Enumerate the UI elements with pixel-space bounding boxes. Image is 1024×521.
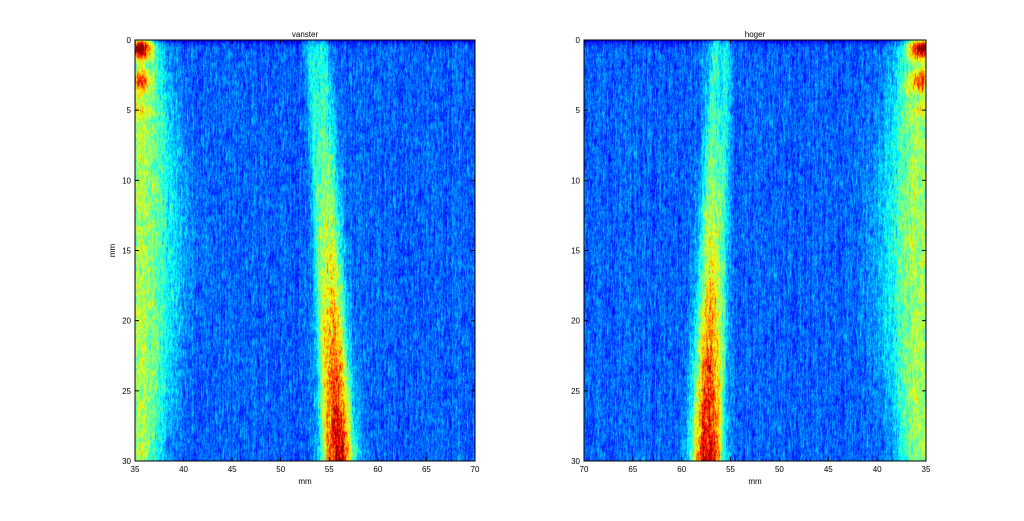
heatmap-image-right <box>584 40 926 461</box>
x-tick-label: 35 <box>131 465 140 474</box>
x-tick-label: 70 <box>471 465 480 474</box>
x-tick-label: 60 <box>373 465 382 474</box>
x-tick-label: 45 <box>228 465 237 474</box>
x-axis-title-left: mm <box>298 477 312 486</box>
y-tick-label: 0 <box>576 36 581 45</box>
x-tick-label: 65 <box>628 465 637 474</box>
heatmap-panel-left: 35 40 45 50 55 60 65 70 0 5 10 15 20 25 30 vanster mm mm <box>108 30 480 486</box>
y-tick-label: 15 <box>122 247 131 256</box>
heatmap-panel-right: 70 65 60 55 50 45 40 35 0 5 10 15 20 25 30 hoger mm <box>571 30 931 486</box>
y-tick-label: 25 <box>571 387 580 396</box>
x-tick-label: 45 <box>824 465 833 474</box>
y-tick-label: 10 <box>122 176 131 185</box>
x-tick-label: 65 <box>422 465 431 474</box>
x-tick-label: 35 <box>922 465 931 474</box>
plot-title-right: hoger <box>745 30 766 39</box>
heatmap-image-left <box>135 40 475 461</box>
x-tick-label: 60 <box>677 465 686 474</box>
y-tick-label: 15 <box>571 247 580 256</box>
y-tick-label: 30 <box>122 457 131 466</box>
x-tick-label: 40 <box>179 465 188 474</box>
x-tick-label: 50 <box>276 465 285 474</box>
y-tick-label: 10 <box>571 176 580 185</box>
x-tick-label: 70 <box>580 465 589 474</box>
y-tick-label: 5 <box>576 106 581 115</box>
y-tick-label: 30 <box>571 457 580 466</box>
y-tick-label: 20 <box>122 317 131 326</box>
x-tick-label: 55 <box>726 465 735 474</box>
x-tick-label: 55 <box>325 465 334 474</box>
plot-title-left: vanster <box>292 30 319 39</box>
x-axis-title-right: mm <box>748 477 762 486</box>
y-tick-label: 0 <box>127 36 132 45</box>
y-tick-label: 25 <box>122 387 131 396</box>
y-tick-label: 20 <box>571 317 580 326</box>
x-tick-label: 50 <box>775 465 784 474</box>
y-tick-label: 5 <box>127 106 132 115</box>
y-axis-title-left: mm <box>108 244 117 258</box>
x-tick-label: 40 <box>873 465 882 474</box>
